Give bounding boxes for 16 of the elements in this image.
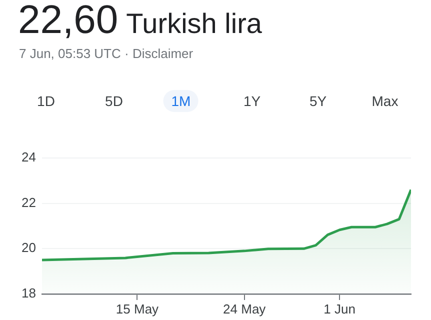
range-tab[interactable]: 1M xyxy=(163,90,199,112)
y-tick-label: 20 xyxy=(22,240,36,256)
x-tick-label: 15 May xyxy=(116,301,160,316)
range-tab[interactable]: 5D xyxy=(97,90,131,112)
range-tab[interactable]: Max xyxy=(364,90,406,112)
chart-subtitle: Turkish lira xyxy=(126,8,262,39)
x-tick-label: 24 May xyxy=(223,301,266,316)
range-tab[interactable]: 1Y xyxy=(235,90,269,112)
chart-title: 22,60 xyxy=(18,0,118,42)
range-tab[interactable]: 1D xyxy=(29,90,63,112)
range-tab[interactable]: 5Y xyxy=(301,90,335,112)
y-tick-label: 18 xyxy=(22,286,36,301)
text: 7 Jun, 05:53 UTC · Disclaimer xyxy=(19,46,194,61)
x-tick-label: 1 Jun xyxy=(324,301,356,316)
y-tick-label: 22 xyxy=(22,194,36,210)
y-tick-label: 24 xyxy=(22,150,36,165)
